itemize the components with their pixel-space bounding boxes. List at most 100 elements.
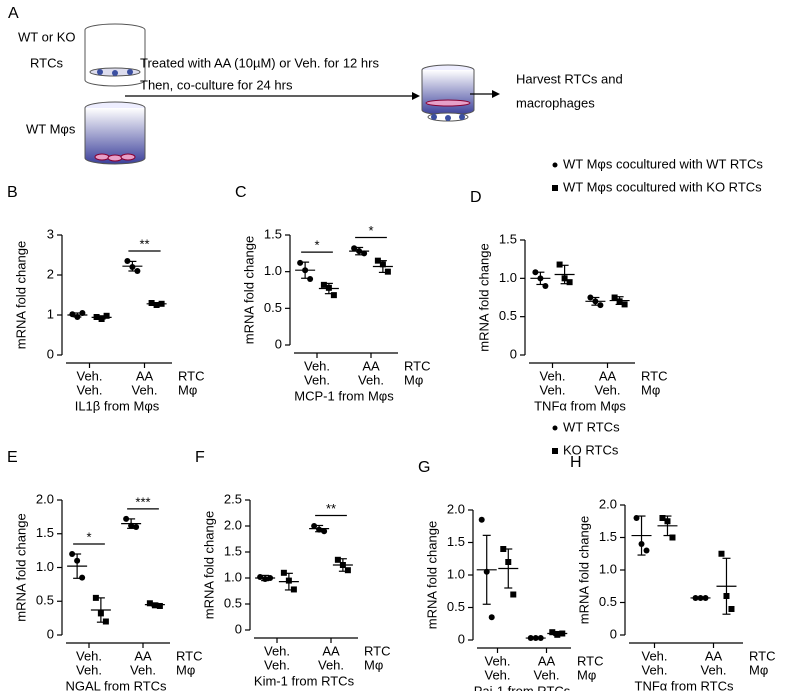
panel-letter: F bbox=[195, 449, 205, 466]
x-tick-label: Veh. bbox=[304, 372, 330, 387]
x-tick-label: AA bbox=[538, 653, 556, 668]
data-point bbox=[384, 268, 391, 275]
y-axis-label: mRNA fold change bbox=[241, 236, 256, 344]
x-tick-label: AA bbox=[599, 368, 617, 383]
coculture-icon bbox=[421, 64, 475, 122]
legend-marker bbox=[552, 448, 558, 454]
data-point bbox=[334, 556, 341, 563]
macrophage-well-icon bbox=[84, 101, 146, 165]
significance-label: ** bbox=[326, 501, 336, 516]
x-tick-label: AA bbox=[136, 368, 154, 383]
data-point bbox=[133, 524, 140, 530]
x-tick-label: Veh. bbox=[76, 662, 102, 677]
panel-letter: H bbox=[570, 454, 582, 471]
y-tick-label: 2.0 bbox=[36, 491, 54, 506]
row-label: Mφ bbox=[749, 662, 768, 677]
row-label: RTC bbox=[577, 653, 603, 668]
data-point bbox=[280, 569, 287, 576]
y-tick-label: 0 bbox=[47, 346, 54, 361]
x-tick-label: Veh. bbox=[358, 372, 384, 387]
y-tick-label: 2 bbox=[47, 266, 54, 281]
panel-letter: C bbox=[235, 184, 247, 201]
data-point bbox=[478, 516, 485, 523]
data-point bbox=[148, 300, 155, 306]
x-tick-label: Veh. bbox=[484, 667, 510, 682]
data-point bbox=[556, 261, 563, 268]
well-label: WT or KO bbox=[18, 29, 76, 44]
row-label: RTC bbox=[641, 368, 667, 383]
y-axis-label: mRNA fold change bbox=[13, 241, 28, 349]
data-point bbox=[103, 312, 110, 319]
significance-label: ** bbox=[139, 236, 149, 251]
data-point bbox=[330, 292, 337, 299]
data-point bbox=[728, 606, 735, 612]
y-tick-label: 2.0 bbox=[224, 517, 242, 532]
x-tick-label: Veh. bbox=[76, 648, 102, 663]
x-tick-label: Veh. bbox=[539, 382, 565, 397]
y-tick-label: 1.5 bbox=[599, 529, 617, 544]
data-point bbox=[92, 594, 99, 601]
row-label: RTC bbox=[178, 368, 204, 383]
y-tick-label: 0 bbox=[235, 621, 242, 636]
x-tick-label: AA bbox=[705, 648, 723, 663]
legend-label: WT RTCs bbox=[563, 419, 620, 434]
data-point bbox=[549, 629, 556, 636]
x-axis-label: IL1β from Mφs bbox=[75, 398, 160, 413]
significance-label: * bbox=[86, 529, 91, 544]
y-tick-label: 0.5 bbox=[36, 593, 54, 608]
y-tick-label: 2.0 bbox=[599, 496, 617, 511]
x-tick-label: Veh. bbox=[130, 662, 156, 677]
panel-letter: G bbox=[418, 459, 430, 476]
data-point bbox=[79, 574, 86, 581]
y-tick-label: 1.0 bbox=[224, 569, 242, 584]
transwell-icon bbox=[84, 23, 146, 87]
x-tick-label: Veh. bbox=[264, 643, 290, 658]
data-point bbox=[351, 245, 358, 252]
legend-marker bbox=[552, 162, 558, 168]
row-label: RTC bbox=[176, 648, 202, 663]
y-tick-label: 3 bbox=[47, 226, 54, 241]
x-tick-label: Veh. bbox=[533, 667, 559, 682]
data-point bbox=[297, 259, 304, 266]
data-point bbox=[643, 547, 650, 554]
row-label: Mφ bbox=[404, 372, 423, 387]
x-axis-label: MCP-1 from Mφs bbox=[294, 388, 394, 403]
data-point bbox=[587, 294, 594, 301]
x-tick-label: Veh. bbox=[76, 382, 102, 397]
x-tick-label: AA bbox=[134, 648, 152, 663]
x-axis-label: Kim-1 from RTCs bbox=[254, 673, 355, 688]
x-tick-label: Veh. bbox=[641, 648, 667, 663]
significance-label: *** bbox=[135, 494, 150, 509]
x-axis-label: TNFα from RTCs bbox=[635, 678, 734, 691]
y-tick-label: 1.5 bbox=[224, 543, 242, 558]
x-tick-label: Veh. bbox=[700, 662, 726, 677]
x-tick-label: Veh. bbox=[131, 382, 157, 397]
arrow-head bbox=[412, 92, 420, 100]
x-axis-label: Pai-1 from RTCs bbox=[474, 683, 571, 691]
x-tick-label: Veh. bbox=[304, 358, 330, 373]
y-axis-label: mRNA fold change bbox=[13, 513, 28, 621]
well-label: WT Mφs bbox=[26, 121, 76, 136]
legend-label: KO RTCs bbox=[563, 442, 619, 457]
x-tick-label: AA bbox=[322, 643, 340, 658]
y-tick-label: 1.0 bbox=[599, 561, 617, 576]
legend-label: WT Mφs cocultured with KO RTCs bbox=[563, 179, 762, 194]
row-label: RTC bbox=[404, 358, 430, 373]
y-tick-label: 0.5 bbox=[264, 300, 282, 315]
row-label: Mφ bbox=[176, 662, 195, 677]
y-tick-label: 0 bbox=[458, 631, 465, 646]
data-point bbox=[311, 523, 318, 529]
row-label: Mφ bbox=[364, 657, 383, 672]
step-text: Then, co-culture for 24 hrs bbox=[140, 77, 293, 92]
y-tick-label: 2.0 bbox=[447, 501, 465, 516]
data-point bbox=[611, 294, 618, 301]
data-point bbox=[320, 281, 327, 288]
data-point bbox=[669, 534, 676, 541]
data-point bbox=[500, 546, 507, 552]
y-tick-label: 0.5 bbox=[224, 595, 242, 610]
data-point bbox=[374, 257, 381, 264]
y-tick-label: 0.5 bbox=[447, 599, 465, 614]
y-tick-label: 1.0 bbox=[264, 263, 282, 278]
y-axis-label: mRNA fold change bbox=[576, 516, 591, 624]
